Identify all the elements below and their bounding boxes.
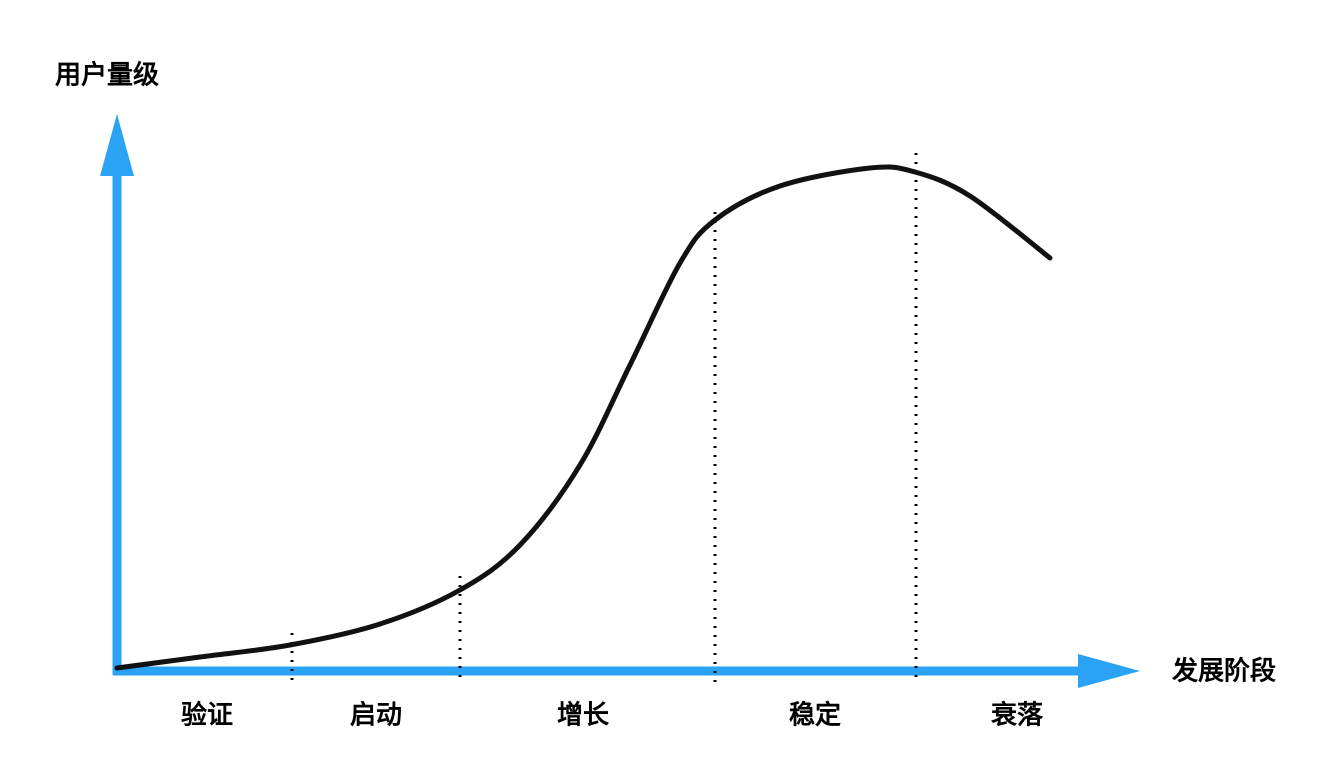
stage-label: 稳定 — [789, 700, 841, 731]
y-axis-arrow — [100, 114, 134, 176]
stage-label: 衰落 — [990, 700, 1044, 731]
x-axis-label: 发展阶段 — [1171, 656, 1276, 687]
lifecycle-curve — [114, 164, 1053, 671]
stage-label: 增长 — [557, 700, 610, 731]
stage-label: 验证 — [181, 700, 233, 731]
stage-label: 启动 — [350, 700, 402, 731]
x-axis-arrow — [1078, 654, 1140, 688]
y-axis-label: 用户量级 — [55, 60, 159, 91]
